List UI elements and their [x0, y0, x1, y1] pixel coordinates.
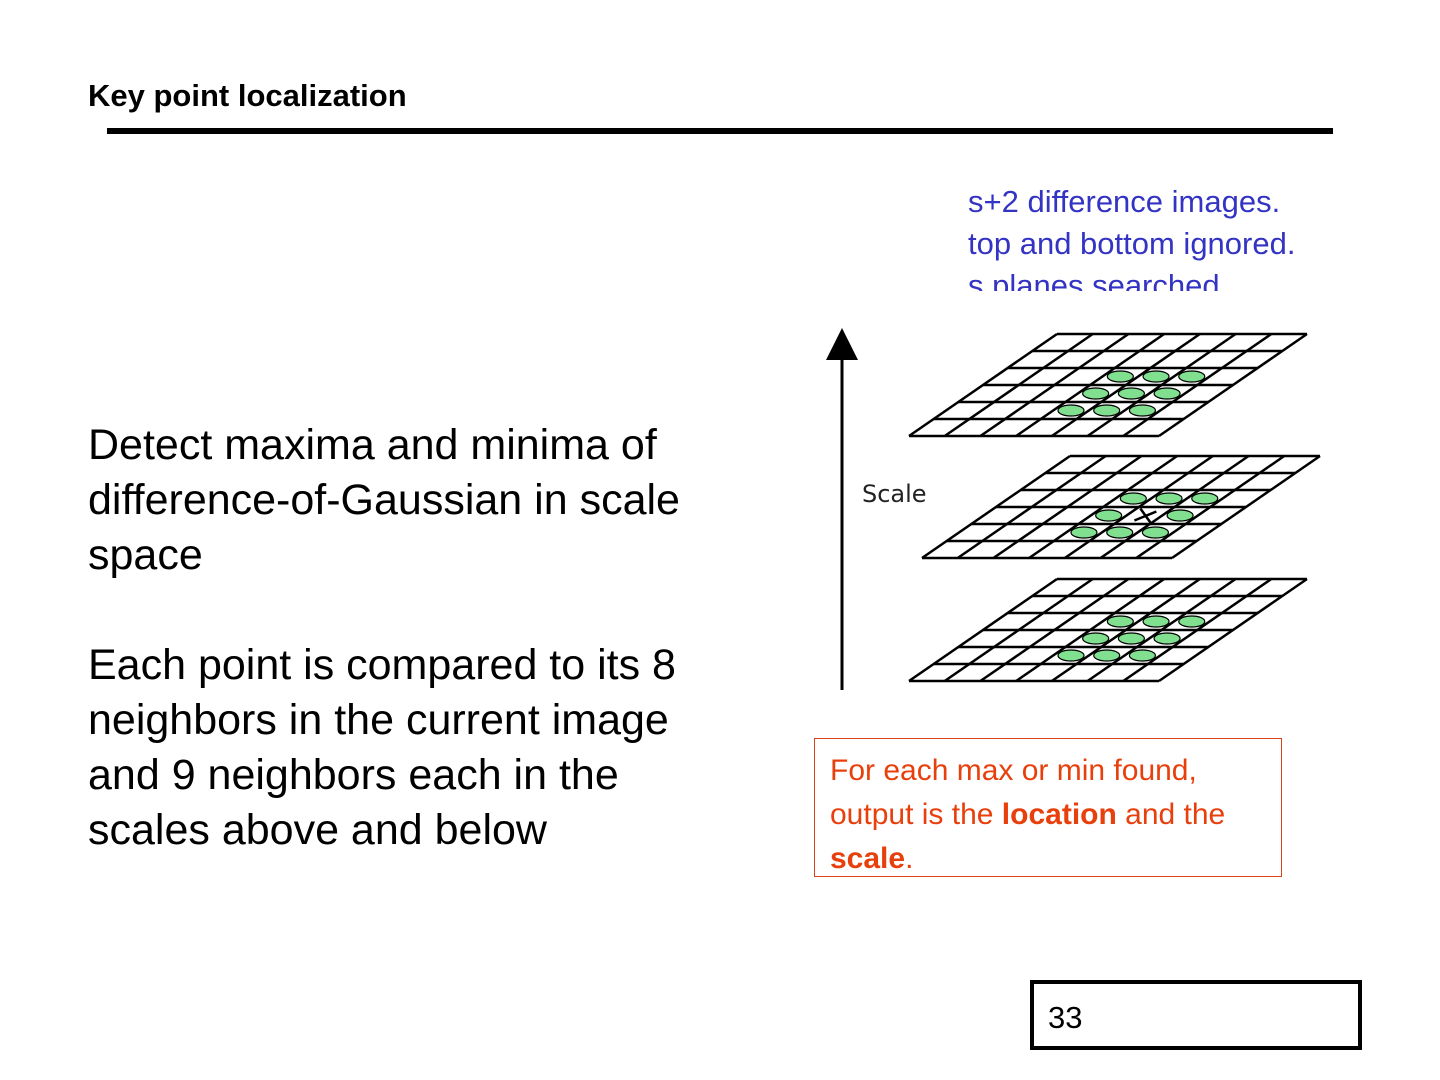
note-line: top and bottom ignored.	[968, 226, 1296, 261]
grid-line	[921, 454, 1071, 560]
neighbor-point	[1166, 509, 1194, 522]
neighbor-point	[1128, 404, 1157, 417]
grid-line	[1086, 577, 1237, 683]
neighbor-point	[1119, 492, 1147, 505]
grid-line	[1015, 332, 1165, 438]
grid-line	[1064, 454, 1214, 560]
neighbor-point	[1093, 649, 1121, 662]
grid-line	[1051, 332, 1201, 438]
callout-bold-scale: scale	[830, 842, 906, 875]
grid-line	[1122, 577, 1272, 683]
scale-plane	[908, 577, 1308, 683]
sample-point-x-icon	[1133, 507, 1157, 524]
neighbor-point	[1153, 387, 1181, 400]
grid-line	[992, 454, 1143, 560]
neighbor-point	[1093, 404, 1121, 417]
grid-line	[979, 332, 1130, 438]
neighbor-point	[1057, 649, 1085, 662]
grid-line	[1135, 454, 1285, 560]
neighbor-point	[1117, 632, 1145, 645]
grid-line	[1086, 332, 1237, 438]
grid-line	[908, 577, 1058, 683]
neighbor-point	[1128, 649, 1157, 662]
neighbor-point	[1117, 387, 1145, 400]
neighbor-point	[1178, 370, 1206, 383]
neighbor-point	[1155, 492, 1183, 505]
neighbor-point	[1153, 632, 1181, 645]
grid-line	[1171, 454, 1321, 560]
neighbor-point	[1106, 615, 1134, 628]
page-number: 33	[1030, 980, 1362, 1050]
scale-axis-arrowhead	[826, 328, 858, 360]
title-divider	[107, 128, 1333, 134]
callout-box: For each max or min found, output is the…	[814, 738, 1282, 877]
callout-text: and the	[1116, 798, 1226, 831]
neighbor-point	[1082, 632, 1110, 645]
body-paragraph: Each point is compared to its 8 neighbor…	[88, 641, 676, 854]
body-text: Detect maxima and minima of difference-o…	[88, 418, 748, 913]
scale-plane	[921, 454, 1321, 560]
grid-line	[908, 332, 1058, 438]
neighbor-point	[1095, 509, 1123, 522]
note-line: s planes searched.	[968, 268, 1229, 291]
scale-axis-label: Scale	[862, 480, 927, 508]
neighbor-point	[1142, 615, 1170, 628]
slide-title: Key point localization	[88, 78, 407, 113]
grid-line	[1158, 332, 1308, 438]
grid-line	[944, 577, 1094, 683]
neighbor-point	[1070, 526, 1098, 539]
callout-text: For each max or min found, output is the	[830, 754, 1197, 831]
neighbor-point	[1057, 404, 1085, 417]
callout-bold-location: location	[1001, 798, 1117, 831]
note-text: s+2 difference images. top and bottom ig…	[968, 181, 1408, 291]
neighbor-point	[1142, 370, 1170, 383]
neighbor-point	[1082, 387, 1110, 400]
neighbor-point	[1106, 370, 1134, 383]
grid-line	[979, 577, 1130, 683]
grid-line	[1099, 454, 1250, 560]
grid-line	[957, 454, 1107, 560]
body-paragraph: Detect maxima and minima of difference-o…	[88, 421, 680, 579]
neighbor-point	[1141, 526, 1170, 539]
note-line: s+2 difference images.	[968, 184, 1281, 219]
callout-text: .	[905, 842, 914, 875]
grid-line	[1122, 332, 1272, 438]
grid-line	[1028, 454, 1178, 560]
neighbor-point	[1191, 492, 1219, 505]
grid-line	[1051, 577, 1201, 683]
scale-plane	[908, 332, 1308, 438]
grid-line	[944, 332, 1094, 438]
neighbor-point	[1106, 526, 1134, 539]
grid-line	[1015, 577, 1165, 683]
neighbor-point	[1178, 615, 1206, 628]
grid-line	[1158, 577, 1308, 683]
